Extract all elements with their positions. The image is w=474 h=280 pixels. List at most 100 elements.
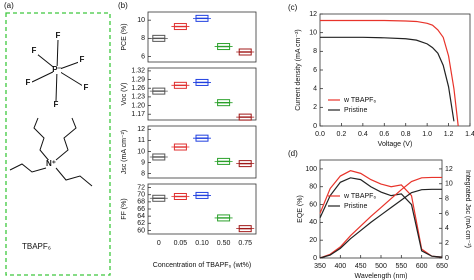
- y2-tick-label: 0: [445, 255, 449, 262]
- y-tick-label: 2: [313, 104, 317, 111]
- atom-label: P⁻: [52, 65, 62, 74]
- legend-label: w TBAPF₆: [343, 193, 376, 200]
- y-tick-label: 62: [137, 220, 145, 227]
- y-tick-label: 60: [309, 201, 317, 208]
- x-tick-label: 500: [375, 263, 387, 270]
- y-tick-label: 1.23: [131, 94, 145, 101]
- x-tick-label: 1.0: [422, 131, 432, 138]
- y-tick-label: 10: [309, 30, 317, 37]
- x-tick-label: 550: [395, 263, 407, 270]
- y2-tick-label: 6: [445, 210, 449, 217]
- legend-label: w TBAPF₆: [343, 97, 376, 104]
- x-tick-label: 0.05: [174, 240, 188, 247]
- y-tick-label: 72: [137, 184, 145, 191]
- tba-bonds: [9, 117, 93, 187]
- line-series: [319, 170, 443, 258]
- y-tick-label: 64: [137, 213, 145, 220]
- y-axis-label: Voc (V): [121, 83, 128, 106]
- y-tick-label: 4: [313, 86, 317, 93]
- atom-bg: [47, 160, 55, 168]
- atom-label: F: [54, 100, 59, 109]
- x-tick-label: 1.2: [444, 131, 454, 138]
- y-tick-label: 70: [137, 192, 145, 199]
- atom-bg: [30, 47, 38, 55]
- x-tick-label: 0.50: [217, 240, 231, 247]
- panel-label: (b): [118, 1, 128, 10]
- y-tick-label: 12: [309, 11, 317, 18]
- y-tick-label: 11: [138, 137, 145, 144]
- y-tick-label: 8: [141, 35, 145, 42]
- x-tick-label: 400: [334, 263, 346, 270]
- y2-tick-label: 12: [445, 166, 453, 173]
- y-tick-label: 10: [137, 17, 145, 24]
- x-axis-label: Wavelength (nm): [354, 273, 407, 280]
- legend-label: Pristine: [344, 203, 367, 210]
- y-tick-label: 80: [309, 184, 317, 191]
- compound-caption: TBAPF₆: [22, 242, 51, 251]
- plot-frame: [147, 183, 257, 235]
- y-tick-label: 68: [137, 199, 145, 206]
- y-tick-label: 40: [309, 219, 317, 226]
- y-tick-label: 1.17: [131, 111, 145, 118]
- atom-bg: [78, 56, 86, 64]
- atom-label: F: [26, 78, 31, 87]
- plot-frame: [319, 13, 471, 127]
- y-tick-label: 1.26: [131, 85, 145, 92]
- plot-frame: [147, 11, 257, 63]
- y-tick-label: 0: [313, 255, 317, 262]
- y-tick-label: 1.20: [131, 102, 145, 109]
- x-tick-label: 350: [314, 263, 326, 270]
- x-tick-label: 0.8: [401, 131, 411, 138]
- atom-bg: [52, 101, 60, 109]
- plot-frame: [147, 67, 257, 121]
- y-tick-label: 0: [313, 123, 317, 130]
- y-axis-label: Current density (mA cm⁻²): [295, 29, 302, 111]
- y-tick-label: 8: [141, 170, 145, 177]
- atom-label: F: [84, 83, 89, 92]
- atom-bg: [82, 84, 90, 92]
- x-tick-label: 450: [355, 263, 367, 270]
- line-series: [320, 19, 459, 127]
- pf6-bonds: [31, 39, 84, 102]
- x-tick-label: 0.4: [358, 131, 368, 138]
- x-tick-label: 600: [416, 263, 428, 270]
- atom-label: F: [32, 46, 37, 55]
- x-tick-label: 650: [436, 263, 448, 270]
- x-axis-label: Concentration of TBAPF₆ (wt%): [153, 262, 251, 269]
- atom-bg: [53, 66, 61, 74]
- y-tick-label: 66: [137, 206, 145, 213]
- x-tick-label: 0.2: [337, 131, 347, 138]
- atom-label: F: [80, 55, 85, 64]
- panel-a-box: [5, 12, 111, 276]
- y2-tick-label: 10: [445, 181, 453, 188]
- y-tick-label: 9: [141, 159, 145, 166]
- x-tick-label: 0: [157, 240, 161, 247]
- y-axis-label: EQE (%): [297, 195, 304, 223]
- x-tick-label: 1.4: [465, 131, 474, 138]
- line-series: [320, 36, 455, 122]
- y-tick-label: 1.29: [131, 76, 145, 83]
- y-tick-label: 60: [137, 227, 145, 234]
- y2-tick-label: 4: [445, 225, 449, 232]
- atom-bg: [54, 32, 62, 40]
- line-series: [319, 177, 443, 258]
- y-tick-label: 100: [305, 166, 317, 173]
- plot-frame: [319, 159, 443, 259]
- y-axis-label: FF (%): [121, 198, 128, 219]
- line-series: [319, 188, 442, 259]
- y-tick-label: 20: [309, 237, 317, 244]
- line-series: [319, 176, 442, 259]
- y2-tick-label: 8: [445, 195, 449, 202]
- y2-tick-label: 2: [445, 240, 449, 247]
- atom-bg: [24, 79, 32, 87]
- x-tick-label: 0.0: [315, 131, 325, 138]
- panel-label: (a): [4, 1, 14, 10]
- y-axis-label: PCE (%): [121, 23, 128, 50]
- plot-frame: [147, 125, 257, 179]
- y-tick-label: 10: [137, 148, 145, 155]
- atom-label: F: [56, 31, 61, 40]
- x-tick-label: 0.10: [195, 240, 209, 247]
- x-tick-label: 0.75: [238, 240, 252, 247]
- y-tick-label: 6: [313, 67, 317, 74]
